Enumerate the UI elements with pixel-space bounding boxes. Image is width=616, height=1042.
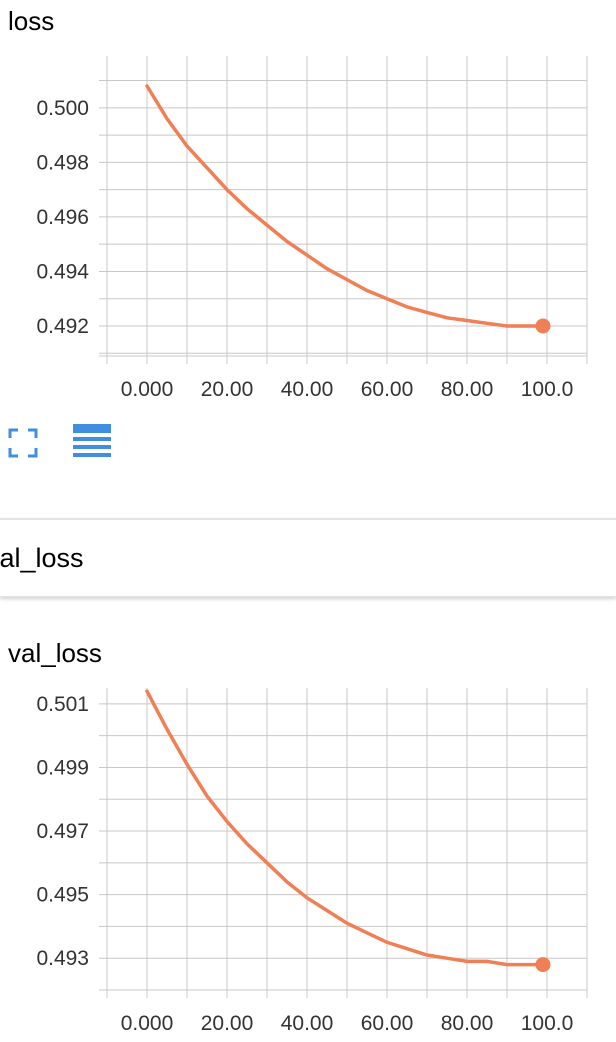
x-tick-label: 40.00 (281, 1012, 334, 1035)
x-tick-label: 100.0 (521, 1012, 574, 1035)
y-tick-label: 0.500 (36, 97, 89, 120)
y-tick-label: 0.497 (36, 820, 89, 843)
data-table-icon[interactable] (73, 424, 111, 458)
last-point-marker[interactable] (535, 318, 551, 334)
val-loss-chart: 0.000 20.00 40.00 60.00 80.00 100.0 0.493 0.495… (36, 688, 588, 1035)
chart-title-val-loss: val_loss (8, 638, 102, 668)
x-tick-label: 0.000 (121, 1012, 174, 1035)
x-tick-label: 80.00 (441, 378, 494, 401)
chart-title-loss: loss (8, 6, 55, 36)
x-tick-label: 20.00 (201, 378, 254, 401)
series-line (145, 84, 545, 328)
x-tick-label: 40.00 (281, 378, 334, 401)
group-header-val-loss[interactable]: val_loss (0, 518, 616, 597)
fullscreen-icon[interactable] (8, 428, 38, 458)
last-point-marker[interactable] (535, 957, 551, 973)
x-tick-label: 60.00 (361, 1012, 414, 1035)
y-tick-label: 0.501 (36, 693, 89, 716)
x-tick-label: 60.00 (361, 378, 414, 401)
series-line (145, 689, 545, 967)
group-title: val_loss (0, 543, 84, 573)
y-tick-label: 0.496 (36, 206, 89, 229)
x-tick-label: 20.00 (201, 1012, 254, 1035)
y-tick-label: 0.498 (36, 151, 89, 174)
x-tick-label: 80.00 (441, 1012, 494, 1035)
y-tick-label: 0.495 (36, 884, 89, 907)
y-tick-label: 0.493 (36, 947, 89, 970)
x-tick-label: 0.000 (121, 378, 174, 401)
x-tick-label: 100.0 (521, 378, 574, 401)
y-tick-label: 0.492 (36, 315, 89, 338)
y-tick-label: 0.499 (36, 756, 89, 779)
y-tick-label: 0.494 (36, 260, 89, 283)
loss-chart: 0.000 20.00 40.00 60.00 80.00 100.0 0.492 0.494… (36, 56, 588, 401)
